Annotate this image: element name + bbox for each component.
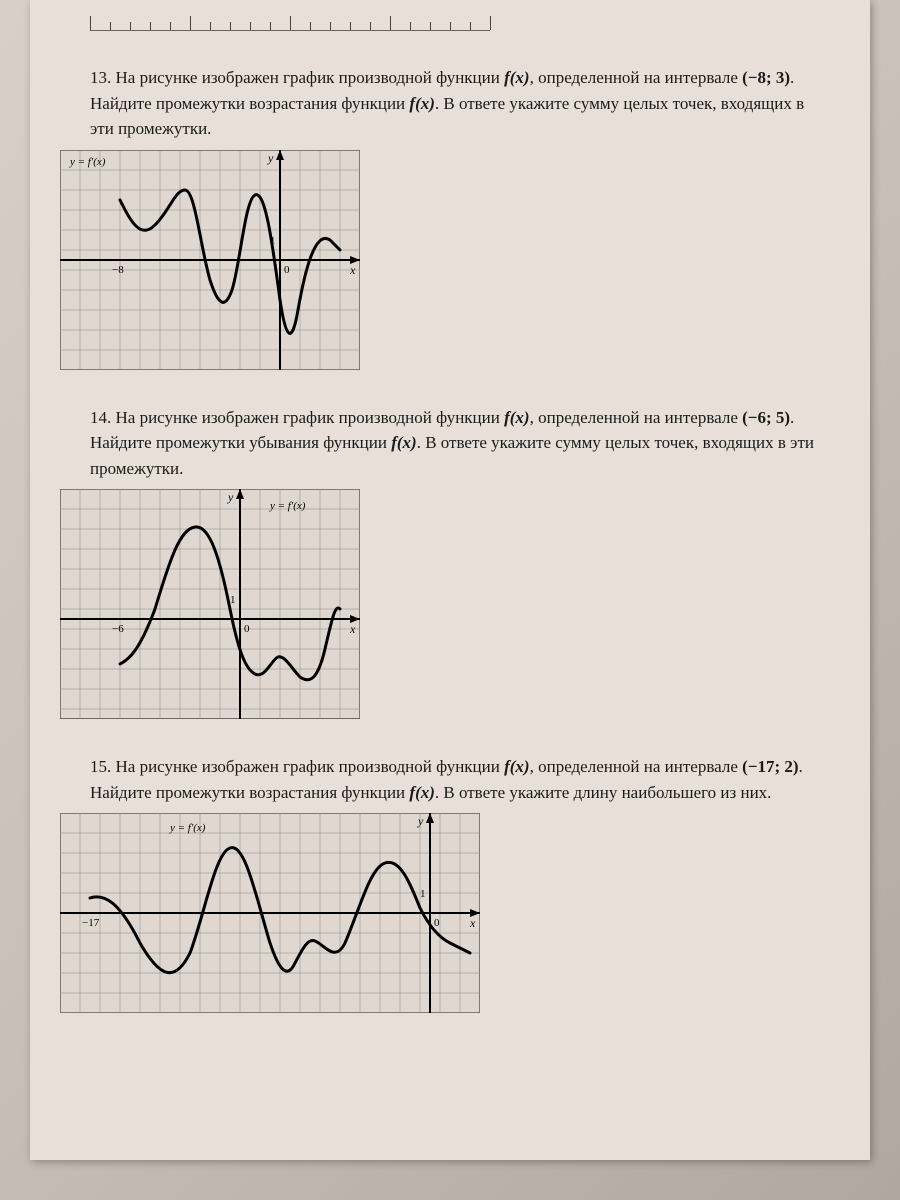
problem-number: 15. [90,757,111,776]
problem-14-text: 14. На рисунке изображен график производ… [60,405,840,482]
interval: (−6; 5) [742,408,790,427]
chart-13-wrap: yx01−8y = f'(x) [60,150,840,370]
svg-text:y: y [227,490,234,504]
problem-15-text: 15. На рисунке изображен график производ… [60,754,840,805]
fx: f(x) [391,433,416,452]
svg-text:−8: −8 [112,264,124,276]
worksheet-page: 13. На рисунке изображен график производ… [30,0,870,1160]
problem-15: 15. На рисунке изображен график производ… [60,754,840,1013]
text: . В ответе укажите длину наибольшего из … [435,783,772,802]
svg-text:1: 1 [420,888,426,900]
top-ruler [90,0,490,31]
svg-text:x: x [349,622,356,636]
svg-text:x: x [469,916,476,930]
svg-text:y: y [267,151,274,165]
text: , определенной на интервале [530,68,743,87]
chart-15-wrap: y x 0 1 −17 y = f'(x) [60,813,840,1013]
chart-15: y x 0 1 −17 y = f'(x) [60,813,480,1013]
svg-text:0: 0 [434,917,440,929]
text: На рисунке изображен график производной … [116,408,505,427]
fx: f(x) [409,94,434,113]
svg-text:y = f'(x): y = f'(x) [69,156,106,168]
problem-13: 13. На рисунке изображен график производ… [60,65,840,370]
problem-13-text: 13. На рисунке изображен график производ… [60,65,840,142]
svg-text:−17: −17 [82,917,100,929]
text: На рисунке изображен график производной … [116,68,505,87]
fx: f(x) [409,783,434,802]
problem-number: 13. [90,68,111,87]
svg-text:−6: −6 [112,623,124,635]
fx: f(x) [504,757,529,776]
interval: (−17; 2) [742,757,798,776]
chart-13: yx01−8y = f'(x) [60,150,360,370]
svg-text:y = f'(x): y = f'(x) [269,500,306,512]
fx: f(x) [504,408,529,427]
text: , определенной на интервале [530,408,743,427]
text: , определенной на интервале [530,757,743,776]
svg-text:1: 1 [230,594,236,606]
problem-14: 14. На рисунке изображен график производ… [60,405,840,720]
chart-14: y x 0 1 −6 y = f'(x) [60,489,360,719]
problem-number: 14. [90,408,111,427]
svg-text:0: 0 [284,264,290,276]
text: На рисунке изображен график производной … [116,757,505,776]
interval: (−8; 3) [742,68,790,87]
svg-text:x: x [349,263,356,277]
svg-text:y = f'(x): y = f'(x) [169,822,206,834]
svg-text:0: 0 [244,623,250,635]
fx: f(x) [504,68,529,87]
svg-text:y: y [417,814,424,828]
chart-14-wrap: y x 0 1 −6 y = f'(x) [60,489,840,719]
